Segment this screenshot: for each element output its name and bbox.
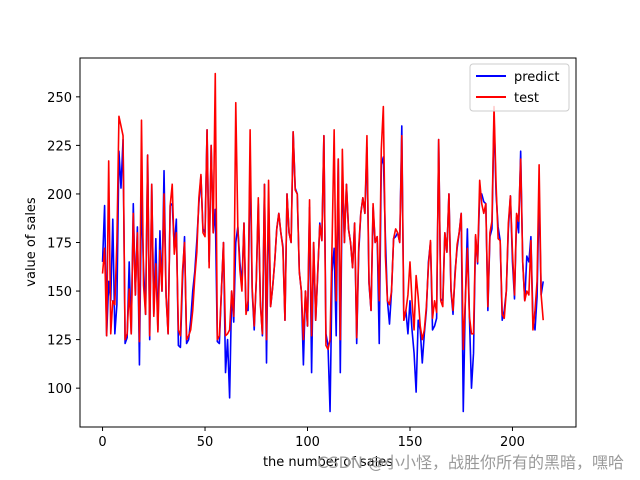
- y-tick-label: 200: [47, 188, 72, 203]
- legend-label-predict: predict: [514, 70, 559, 85]
- x-tick-label: 0: [98, 435, 106, 450]
- legend-label-test: test: [514, 91, 539, 106]
- y-tick-label: 100: [47, 382, 72, 397]
- y-tick-label: 250: [47, 91, 72, 106]
- x-axis-ticks: 0 50 100 150 200: [98, 427, 525, 450]
- x-axis-label: the number of sales: [263, 455, 393, 470]
- x-tick-label: 50: [197, 435, 214, 450]
- y-axis-label: value of sales: [24, 197, 39, 287]
- y-tick-label: 125: [47, 334, 72, 349]
- series-layer: [101, 72, 545, 413]
- series-line-test: [101, 72, 545, 351]
- y-tick-label: 225: [47, 139, 72, 154]
- x-tick-label: 200: [500, 435, 525, 450]
- y-axis-ticks: 100 125 150 175 200 225 250: [47, 91, 80, 397]
- watermark: CSDN @小小怪，战胜你所有的黑暗，嘿哈: [317, 453, 624, 472]
- legend: predict test: [469, 63, 570, 112]
- y-tick-label: 175: [47, 237, 72, 252]
- x-tick-label: 100: [295, 435, 320, 450]
- y-tick-label: 150: [47, 285, 72, 300]
- x-tick-label: 150: [398, 435, 423, 450]
